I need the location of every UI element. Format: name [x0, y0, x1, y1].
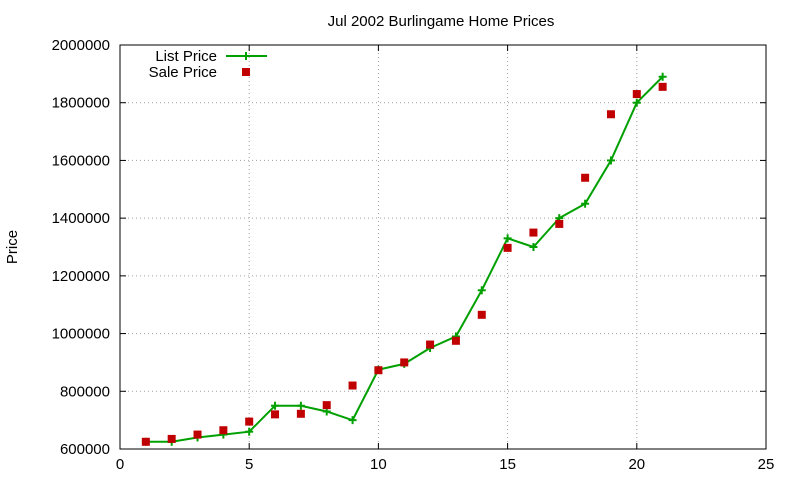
- chart-title: Jul 2002 Burlingame Home Prices: [328, 13, 555, 30]
- sale-price-point: [219, 426, 228, 435]
- y-axis-label: Price: [4, 230, 21, 264]
- legend-entry-sale-price: Sale Price: [149, 64, 217, 81]
- list-price-point: [477, 286, 486, 295]
- series-layer: [141, 72, 667, 446]
- sale-price-point: [632, 90, 641, 99]
- list-price-point: [658, 72, 667, 81]
- legend-list-price-marker: [242, 52, 250, 60]
- x-tick-label: 15: [499, 456, 516, 473]
- axis-ticks: 0 5 10 15 20 25 600000 800000 1000000 1200000 1400…: [52, 37, 775, 473]
- sale-price-point: [167, 434, 176, 443]
- legend-entry-list-price: List Price: [155, 48, 217, 65]
- list-price-point: [296, 401, 305, 410]
- sale-price-point: [193, 430, 202, 439]
- x-tick-label: 10: [370, 456, 387, 473]
- list-price-point: [245, 427, 254, 436]
- sale-price-point: [322, 401, 331, 410]
- list-price-point: [606, 156, 615, 165]
- plot-frame: [119, 44, 767, 450]
- list-price-point: [581, 199, 590, 208]
- legend-sale-price-marker: [242, 68, 250, 76]
- y-tick-label: 1600000: [52, 152, 110, 169]
- sale-price-point: [529, 228, 538, 237]
- sale-price-point: [581, 173, 590, 182]
- list-price-point: [503, 234, 512, 243]
- x-tick-label: 0: [116, 456, 124, 473]
- y-tick-label: 2000000: [52, 37, 110, 54]
- y-tick-label: 1800000: [52, 95, 110, 112]
- y-tick-label: 800000: [60, 383, 110, 400]
- grid: [120, 45, 766, 449]
- sale-price-point: [503, 243, 512, 252]
- list-price-line: [145, 76, 664, 443]
- legend: List Price Sale Price: [149, 48, 267, 81]
- sale-price-point: [348, 381, 357, 390]
- sale-price-point: [141, 437, 150, 446]
- y-tick-label: 1400000: [52, 210, 110, 227]
- y-tick-label: 1000000: [52, 326, 110, 343]
- x-tick-label: 20: [628, 456, 645, 473]
- y-tick-label: 600000: [60, 441, 110, 458]
- list-price-point: [271, 401, 280, 410]
- sale-price-point: [658, 82, 667, 91]
- sale-price-point: [296, 409, 305, 418]
- sale-price-point: [245, 417, 254, 426]
- sale-price-point: [555, 219, 564, 228]
- x-tick-label: 25: [758, 456, 775, 473]
- sale-price-point: [477, 310, 486, 319]
- sale-price-point: [374, 366, 383, 375]
- sale-price-point: [426, 340, 435, 349]
- list-price-point: [348, 416, 357, 425]
- sale-price-point: [400, 358, 409, 367]
- x-tick-label: 5: [245, 456, 253, 473]
- sale-price-point: [271, 410, 280, 419]
- list-price-point: [632, 98, 641, 107]
- sale-price-point: [606, 110, 615, 119]
- list-price-point: [529, 243, 538, 251]
- y-tick-label: 1200000: [52, 268, 110, 285]
- sale-price-point: [451, 336, 460, 345]
